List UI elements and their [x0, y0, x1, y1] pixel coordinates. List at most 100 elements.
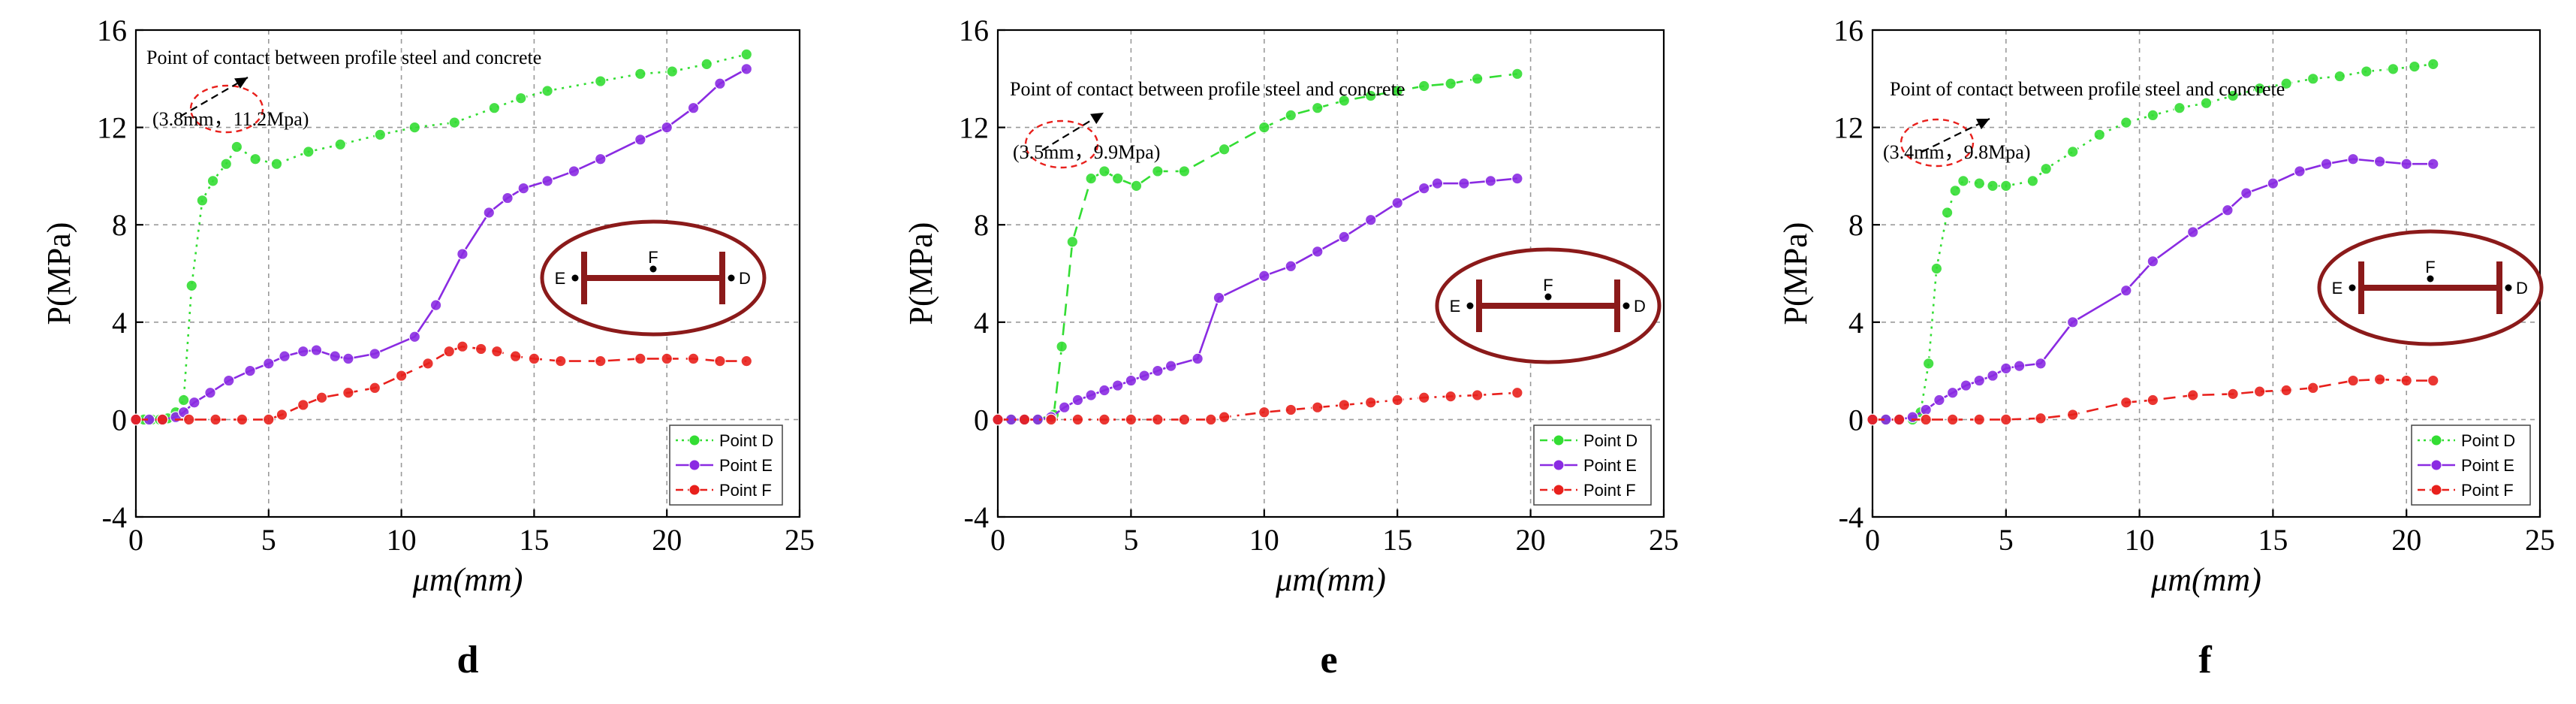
- cross-section-inset: E F D: [2317, 229, 2544, 346]
- data-point-E: [541, 175, 553, 187]
- x-tick-label: 10: [1249, 523, 1279, 557]
- data-point-D: [1152, 165, 1164, 177]
- x-tick-label: 0: [990, 523, 1005, 557]
- data-point-D: [1391, 85, 1403, 97]
- data-point-F: [182, 413, 195, 426]
- data-point-E: [329, 350, 341, 362]
- data-point-F: [2253, 385, 2266, 397]
- data-point-F: [1946, 413, 1959, 426]
- contact-point-ellipse: [1024, 119, 1099, 169]
- data-point-F: [1125, 413, 1137, 426]
- data-point-D: [2026, 175, 2039, 187]
- data-point-E: [369, 348, 381, 360]
- x-tick-label: 10: [2125, 523, 2155, 557]
- data-point-E: [1152, 364, 1164, 377]
- inset-dot-F: [1544, 293, 1552, 301]
- x-tick-label: 0: [1865, 523, 1880, 557]
- data-point-E: [714, 77, 726, 90]
- data-point-D: [740, 48, 753, 61]
- data-point-D: [1922, 358, 1935, 370]
- data-point-D: [2227, 89, 2239, 102]
- data-point-D: [1130, 180, 1143, 192]
- panel-label: d: [457, 639, 479, 681]
- inset-dot-D: [728, 274, 735, 282]
- data-point-F: [342, 386, 354, 399]
- data-point-D: [2093, 128, 2106, 141]
- inset-dot-E: [2349, 284, 2356, 292]
- data-point-E: [429, 299, 442, 311]
- data-point-D: [1418, 80, 1430, 92]
- y-tick-label: 12: [1833, 111, 1863, 145]
- data-point-E: [1125, 374, 1137, 387]
- data-point-E: [740, 63, 753, 75]
- inset-label-D: D: [2516, 279, 2528, 298]
- data-point-E: [1213, 292, 1225, 304]
- data-point-E: [1085, 389, 1097, 401]
- data-point-D: [270, 158, 283, 170]
- data-point-D: [220, 158, 233, 170]
- x-tick-label: 5: [1999, 523, 2014, 557]
- data-point-F: [1973, 413, 1986, 426]
- panel-label: f: [2198, 639, 2212, 681]
- inset-dot-F: [649, 265, 657, 273]
- data-point-E: [188, 396, 200, 409]
- inset-label-F: F: [2425, 258, 2435, 276]
- data-point-D: [1364, 89, 1377, 102]
- x-tick-label: 20: [652, 523, 682, 557]
- legend-label-F: Point F: [2461, 481, 2514, 500]
- data-point-E: [2147, 255, 2159, 267]
- x-axis-title: μm(mm): [1275, 561, 1386, 598]
- cross-section-inset: E F D: [540, 219, 767, 337]
- data-point-D: [1085, 172, 1097, 185]
- data-point-D: [1471, 73, 1484, 85]
- data-point-F: [1098, 413, 1110, 426]
- data-point-D: [666, 65, 679, 77]
- y-tick-label: 12: [959, 111, 989, 145]
- data-point-D: [1987, 180, 1999, 192]
- y-tick-label: -4: [1839, 500, 1863, 534]
- x-tick-label: 20: [2391, 523, 2421, 557]
- x-tick-label: 5: [261, 523, 276, 557]
- data-point-E: [2120, 284, 2132, 297]
- data-point-D: [2200, 97, 2213, 109]
- data-point-D: [1178, 165, 1191, 177]
- data-point-E: [2427, 158, 2439, 170]
- data-point-E: [2186, 226, 2199, 238]
- data-point-E: [1484, 175, 1497, 187]
- data-point-D: [374, 128, 387, 141]
- data-point-D: [488, 101, 501, 114]
- y-tick-label: 0: [112, 403, 127, 437]
- data-point-D: [1445, 77, 1457, 90]
- data-point-E: [634, 134, 646, 146]
- data-point-E: [1338, 231, 1351, 243]
- series-line-D: [998, 73, 1518, 421]
- data-point-D: [2253, 82, 2266, 95]
- data-point-F: [992, 413, 1004, 426]
- series-D: [1866, 58, 2439, 426]
- data-point-D: [334, 138, 347, 151]
- data-point-E: [1098, 384, 1110, 397]
- legend: Point D Point E Point F: [2411, 425, 2531, 506]
- data-point-D: [1218, 143, 1231, 156]
- data-point-D: [1957, 175, 1969, 187]
- data-point-E: [1311, 246, 1324, 258]
- legend-label-E: Point E: [719, 456, 773, 475]
- data-point-E: [222, 374, 235, 387]
- data-point-F: [297, 399, 309, 411]
- data-point-F: [1893, 413, 1906, 426]
- data-point-E: [1071, 394, 1084, 406]
- data-point-E: [1431, 177, 1444, 189]
- data-point-D: [1941, 207, 1954, 219]
- data-point-E: [502, 192, 514, 204]
- data-point-F: [1285, 403, 1297, 416]
- data-point-F: [456, 340, 469, 352]
- data-point-E: [310, 344, 323, 356]
- legend-label-F: Point F: [1583, 481, 1636, 500]
- y-tick-label: 16: [959, 14, 989, 47]
- data-point-D: [303, 146, 315, 158]
- data-point-F: [2427, 374, 2439, 387]
- data-point-D: [2409, 60, 2421, 73]
- data-point-D: [1973, 177, 1986, 189]
